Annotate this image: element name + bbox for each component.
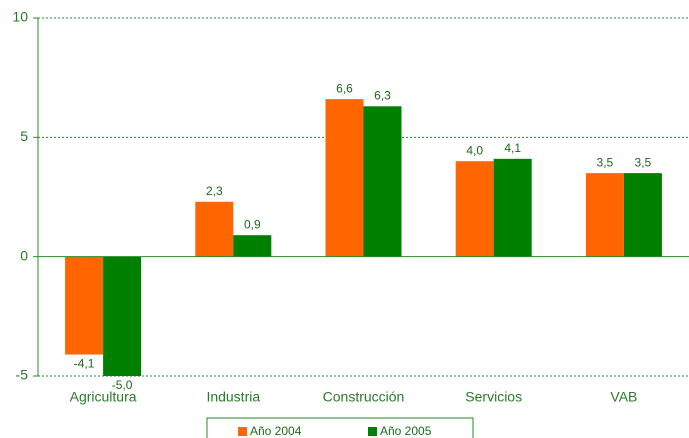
value-label: 6,6 — [336, 81, 353, 95]
bar — [623, 173, 662, 257]
value-label: -5,0 — [112, 378, 133, 392]
legend-label: Año 2004 — [250, 424, 302, 438]
bar — [65, 256, 104, 355]
bar — [325, 99, 364, 257]
value-label: 4,1 — [504, 141, 521, 155]
bar — [363, 106, 402, 257]
y-tick-label: -5 — [16, 367, 29, 383]
y-tick-label: 5 — [20, 128, 28, 144]
x-tick-label: Agricultura — [70, 389, 137, 405]
legend-swatch — [238, 427, 247, 436]
y-tick-label: 0 — [20, 247, 28, 263]
legend-box — [206, 417, 474, 438]
legend-label: Año 2005 — [380, 424, 432, 438]
bar — [195, 201, 234, 257]
value-label: -4,1 — [74, 357, 95, 371]
bar — [585, 173, 624, 257]
x-tick-label: Industria — [206, 389, 260, 405]
value-label: 4,0 — [466, 143, 483, 157]
value-label: 6,3 — [374, 88, 391, 102]
value-label: 2,3 — [206, 184, 223, 198]
x-tick-label: VAB — [610, 389, 637, 405]
bar — [493, 158, 532, 257]
value-label: 3,5 — [635, 155, 652, 169]
bar — [233, 235, 272, 257]
bar — [103, 256, 142, 376]
bar — [455, 161, 494, 257]
value-label: 3,5 — [597, 155, 614, 169]
value-label: 0,9 — [244, 217, 261, 231]
y-tick-label: 10 — [12, 9, 28, 25]
legend-swatch — [368, 427, 377, 436]
x-tick-label: Servicios — [465, 389, 522, 405]
x-tick-label: Construcción — [323, 389, 405, 405]
